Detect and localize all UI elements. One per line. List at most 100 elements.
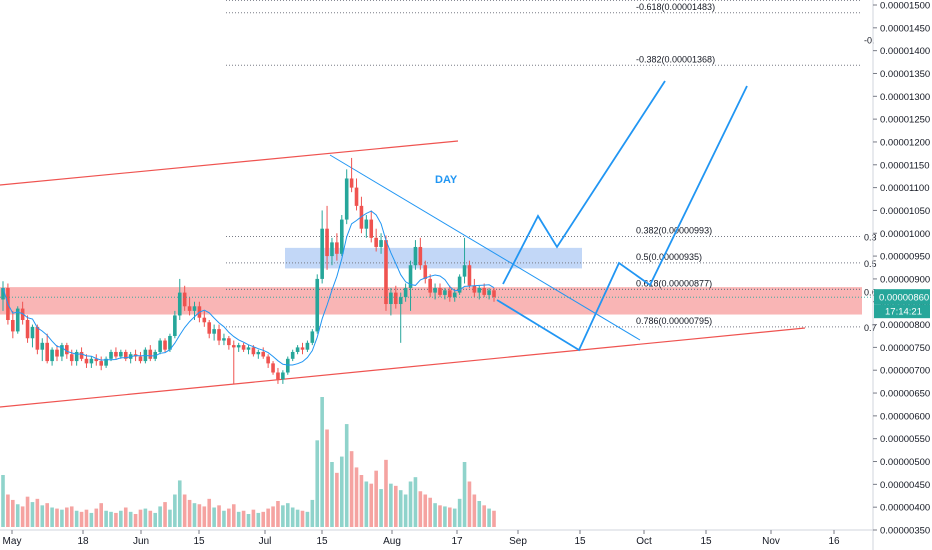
candle-body	[349, 178, 354, 188]
volume-bar	[305, 511, 310, 527]
candle-body	[423, 265, 428, 279]
volume-bar	[143, 508, 148, 527]
candle-body	[256, 351, 261, 355]
candle-body	[99, 361, 103, 366]
candle-body	[394, 292, 398, 305]
volume-bar	[330, 462, 334, 527]
candle-body	[236, 345, 241, 348]
volume-bar	[65, 507, 69, 527]
volume-bar	[109, 511, 113, 527]
price-tick-label: 0.00000950	[880, 252, 930, 263]
volume-bar	[438, 505, 442, 527]
volume-bar	[212, 507, 216, 527]
time-tick-label: 18	[77, 536, 89, 547]
price-tick-label: 0.00001000	[880, 229, 930, 240]
candle-body	[138, 356, 143, 362]
volume-bar	[30, 502, 35, 527]
volume-bar	[173, 494, 177, 527]
volume-bar	[325, 429, 329, 527]
fib-label: 0.786(0.00000795)	[636, 316, 712, 326]
fib-label: -0.382(0.00001368)	[636, 54, 715, 64]
volume-bar	[359, 475, 364, 527]
candle-body	[246, 347, 251, 350]
volume-bar	[187, 499, 192, 527]
price-tick-label: 0.00001500	[880, 1, 930, 12]
volume-bar	[354, 467, 359, 527]
candle-body	[325, 228, 329, 257]
channel-upper-line	[0, 140, 459, 186]
volume-bar	[74, 510, 79, 527]
price-tick-label: 0.00001200	[880, 137, 930, 148]
candle-body	[281, 372, 285, 380]
candle-body	[339, 219, 344, 254]
volume-bar	[315, 440, 320, 527]
volume-bar	[84, 509, 89, 527]
candle-body	[231, 345, 236, 348]
volume-bar	[487, 508, 491, 527]
candle-body	[182, 292, 187, 307]
volume-bar	[1, 475, 5, 527]
volume-bar	[266, 508, 270, 527]
candle-body	[266, 356, 270, 364]
volume-bar	[202, 506, 207, 527]
volume-bar	[443, 506, 447, 527]
volume-bar	[394, 485, 398, 527]
candle-body	[438, 288, 442, 295]
price-tick-label: 0.00001450	[880, 23, 930, 34]
volume-bar	[35, 498, 40, 527]
time-axis: May 18 Jun 15 Jul 15 Aug 17 Sep 15 Oct 15 Nov 16	[0, 529, 873, 547]
volume-bar	[133, 514, 138, 527]
projection-path-1	[502, 80, 666, 285]
candle-body	[173, 315, 177, 336]
time-tick-label: Jun	[133, 536, 149, 547]
fib-label: 0.382(0.00000993)	[636, 225, 712, 235]
candle-body	[467, 265, 472, 286]
time-tick-label: 15	[316, 536, 328, 547]
fib-right-label: 0.5	[864, 259, 877, 269]
moving-average-layer	[2, 210, 495, 366]
time-tick-label: May	[3, 536, 22, 547]
volume-bar	[281, 505, 285, 527]
candle-body	[472, 285, 477, 293]
volume-bar	[492, 510, 496, 527]
volume-bar	[168, 509, 172, 527]
candle-body	[369, 219, 374, 238]
time-tick-label: 17	[451, 536, 463, 547]
volume-bar	[158, 506, 162, 527]
candle-body	[119, 351, 123, 357]
volume-bar	[114, 512, 118, 527]
price-tick-label: 0.00001300	[880, 92, 930, 103]
volume-bar	[452, 508, 457, 527]
volume-bar	[55, 508, 59, 527]
volume-bar	[69, 506, 74, 527]
candle-body	[492, 290, 496, 298]
countdown-label: 17:14:21	[885, 307, 922, 318]
candle-body	[428, 278, 432, 293]
volume-bar	[477, 501, 482, 527]
candle-body	[320, 228, 324, 279]
time-tick-label: 15	[700, 536, 712, 547]
time-tick-label: Sep	[509, 536, 527, 547]
volume-bar	[182, 494, 187, 527]
volume-bar	[197, 504, 202, 527]
candle-body	[207, 322, 212, 334]
candle-body	[60, 345, 64, 357]
candle-body	[379, 240, 383, 247]
fib-label: 0.618(0.00000877)	[636, 278, 712, 288]
candle-body	[15, 308, 20, 332]
candle-body	[374, 237, 378, 247]
candle-body	[285, 358, 290, 373]
last-price-tag	[874, 289, 930, 305]
volume-bar	[99, 503, 103, 527]
candle-body	[251, 347, 256, 355]
price-tick-label: 0.00001350	[880, 69, 930, 80]
volume-bar	[369, 483, 374, 527]
volume-bar	[104, 510, 108, 527]
volume-bar	[222, 510, 226, 527]
volume-bar	[261, 511, 266, 527]
candle-body	[398, 297, 403, 305]
volume-bar	[236, 511, 241, 527]
volume-bar	[207, 498, 212, 527]
volume-bar	[15, 504, 20, 527]
